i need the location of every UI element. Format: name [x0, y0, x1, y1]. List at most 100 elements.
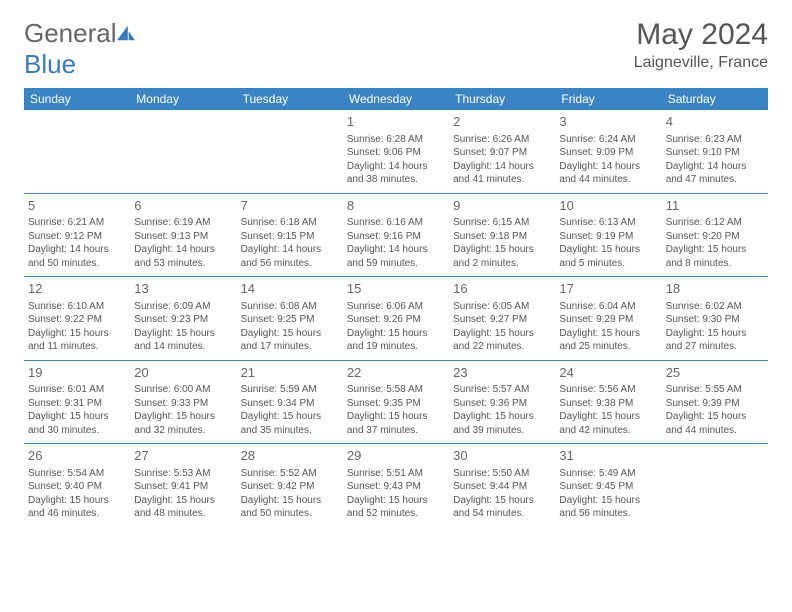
week-row: 12Sunrise: 6:10 AMSunset: 9:22 PMDayligh…	[24, 277, 768, 361]
daylight-text: Daylight: 15 hours	[666, 410, 764, 424]
daylight-text: and 19 minutes.	[347, 340, 445, 354]
day-cell: 28Sunrise: 5:52 AMSunset: 9:42 PMDayligh…	[237, 444, 343, 527]
sunrise-text: Sunrise: 6:24 AM	[559, 133, 657, 147]
sunset-text: Sunset: 9:43 PM	[347, 480, 445, 494]
daylight-text: Daylight: 14 hours	[559, 160, 657, 174]
day-number: 29	[347, 447, 445, 465]
daylight-text: Daylight: 15 hours	[134, 410, 232, 424]
day-header: Wednesday	[343, 88, 449, 110]
daylight-text: and 53 minutes.	[134, 257, 232, 271]
sunrise-text: Sunrise: 6:08 AM	[241, 300, 339, 314]
sunrise-text: Sunrise: 6:21 AM	[28, 216, 126, 230]
daylight-text: and 50 minutes.	[28, 257, 126, 271]
sunset-text: Sunset: 9:07 PM	[453, 146, 551, 160]
daylight-text: Daylight: 15 hours	[453, 494, 551, 508]
day-cell: 16 Sunrise: 6:05 AMSunset: 9:27 PMDayligh…	[449, 277, 555, 361]
day-cell: 14Sunrise: 6:08 AMSunset: 9:25 PMDayligh…	[237, 277, 343, 361]
day-cell	[24, 110, 130, 193]
daylight-text: Daylight: 15 hours	[28, 327, 126, 341]
day-cell: 8Sunrise: 6:16 AMSunset: 9:16 PMDaylight…	[343, 193, 449, 277]
daylight-text: and 14 minutes.	[134, 340, 232, 354]
day-number: 11	[666, 197, 764, 215]
daylight-text: Daylight: 15 hours	[347, 327, 445, 341]
day-cell: 21Sunrise: 5:59 AMSunset: 9:34 PMDayligh…	[237, 360, 343, 444]
day-number: 1	[347, 113, 445, 131]
day-number: 24	[559, 364, 657, 382]
daylight-text: Daylight: 14 hours	[347, 160, 445, 174]
sunrise-text: Sunrise: 6:02 AM	[666, 300, 764, 314]
sunrise-text: Sunrise: 6:15 AM	[453, 216, 551, 230]
day-number: 16	[453, 280, 551, 298]
sunset-text: Sunset: 9:40 PM	[28, 480, 126, 494]
daylight-text: Daylight: 15 hours	[347, 410, 445, 424]
sunrise-text: Sunrise: 6:09 AM	[134, 300, 232, 314]
daylight-text: Daylight: 14 hours	[453, 160, 551, 174]
day-number: 2	[453, 113, 551, 131]
sunset-text: Sunset: 9:25 PM	[241, 313, 339, 327]
daylight-text: Daylight: 14 hours	[241, 243, 339, 257]
daylight-text: and 42 minutes.	[559, 424, 657, 438]
day-cell: 27Sunrise: 5:53 AMSunset: 9:41 PMDayligh…	[130, 444, 236, 527]
sunrise-text: Sunrise: 5:53 AM	[134, 467, 232, 481]
daylight-text: and 30 minutes.	[28, 424, 126, 438]
day-cell: 11Sunrise: 6:12 AMSunset: 9:20 PMDayligh…	[662, 193, 768, 277]
day-header: Monday	[130, 88, 236, 110]
sunrise-text: Sunrise: 6:05 AM	[453, 300, 551, 314]
sunrise-text: Sunrise: 6:28 AM	[347, 133, 445, 147]
day-number: 4	[666, 113, 764, 131]
sunset-text: Sunset: 9:13 PM	[134, 230, 232, 244]
sunset-text: Sunset: 9:06 PM	[347, 146, 445, 160]
page-header: General Blue May 2024 Laigneville, Franc…	[24, 18, 768, 80]
day-cell: 17Sunrise: 6:04 AMSunset: 9:29 PMDayligh…	[555, 277, 661, 361]
day-cell: 12Sunrise: 6:10 AMSunset: 9:22 PMDayligh…	[24, 277, 130, 361]
sunset-text: Sunset: 9:42 PM	[241, 480, 339, 494]
daylight-text: and 39 minutes.	[453, 424, 551, 438]
week-row: 1Sunrise: 6:28 AMSunset: 9:06 PMDaylight…	[24, 110, 768, 193]
day-cell: 9Sunrise: 6:15 AMSunset: 9:18 PMDaylight…	[449, 193, 555, 277]
daylight-text: Daylight: 15 hours	[134, 327, 232, 341]
day-cell: 7Sunrise: 6:18 AMSunset: 9:15 PMDaylight…	[237, 193, 343, 277]
daylight-text: and 27 minutes.	[666, 340, 764, 354]
daylight-text: and 48 minutes.	[134, 507, 232, 521]
day-number: 13	[134, 280, 232, 298]
daylight-text: and 2 minutes.	[453, 257, 551, 271]
sunset-text: Sunset: 9:18 PM	[453, 230, 551, 244]
sunrise-text: Sunrise: 6:13 AM	[559, 216, 657, 230]
sunset-text: Sunset: 9:27 PM	[453, 313, 551, 327]
day-cell: 5Sunrise: 6:21 AMSunset: 9:12 PMDaylight…	[24, 193, 130, 277]
day-cell: 25Sunrise: 5:55 AMSunset: 9:39 PMDayligh…	[662, 360, 768, 444]
daylight-text: Daylight: 15 hours	[28, 494, 126, 508]
sunset-text: Sunset: 9:23 PM	[134, 313, 232, 327]
sunset-text: Sunset: 9:38 PM	[559, 397, 657, 411]
daylight-text: Daylight: 15 hours	[453, 327, 551, 341]
sunrise-text: Sunrise: 6:18 AM	[241, 216, 339, 230]
day-number: 15	[347, 280, 445, 298]
title-block: May 2024 Laigneville, France	[634, 18, 768, 72]
day-number: 26	[28, 447, 126, 465]
sunset-text: Sunset: 9:26 PM	[347, 313, 445, 327]
sunset-text: Sunset: 9:33 PM	[134, 397, 232, 411]
sunset-text: Sunset: 9:20 PM	[666, 230, 764, 244]
daylight-text: and 44 minutes.	[559, 173, 657, 187]
sunrise-text: Sunrise: 5:54 AM	[28, 467, 126, 481]
sunrise-text: Sunrise: 5:55 AM	[666, 383, 764, 397]
day-number: 22	[347, 364, 445, 382]
daylight-text: Daylight: 14 hours	[347, 243, 445, 257]
sunrise-text: Sunrise: 5:50 AM	[453, 467, 551, 481]
sunset-text: Sunset: 9:31 PM	[28, 397, 126, 411]
daylight-text: Daylight: 14 hours	[134, 243, 232, 257]
day-header: Tuesday	[237, 88, 343, 110]
daylight-text: Daylight: 15 hours	[241, 327, 339, 341]
daylight-text: Daylight: 14 hours	[28, 243, 126, 257]
week-row: 5Sunrise: 6:21 AMSunset: 9:12 PMDaylight…	[24, 193, 768, 277]
daylight-text: Daylight: 15 hours	[347, 494, 445, 508]
sunset-text: Sunset: 9:34 PM	[241, 397, 339, 411]
day-cell: 6Sunrise: 6:19 AMSunset: 9:13 PMDaylight…	[130, 193, 236, 277]
brand-logo: General Blue	[24, 18, 137, 80]
day-number: 21	[241, 364, 339, 382]
day-number: 25	[666, 364, 764, 382]
daylight-text: Daylight: 15 hours	[559, 494, 657, 508]
day-number: 6	[134, 197, 232, 215]
sunrise-text: Sunrise: 6:06 AM	[347, 300, 445, 314]
day-cell: 2Sunrise: 6:26 AMSunset: 9:07 PMDaylight…	[449, 110, 555, 193]
